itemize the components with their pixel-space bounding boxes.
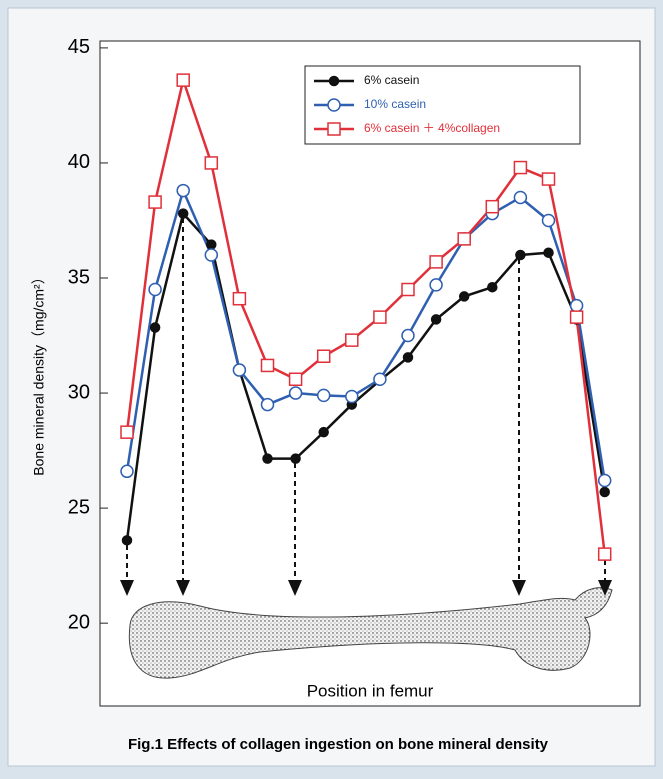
point (204, 248, 219, 262)
point (402, 352, 414, 363)
point (487, 281, 498, 293)
point (148, 195, 162, 209)
point (148, 282, 162, 297)
point (288, 386, 303, 400)
point (262, 453, 273, 464)
y-axis-label: Bone mineral density（mg/cm²） (31, 270, 47, 475)
point (345, 389, 359, 404)
point (569, 298, 584, 313)
point (458, 291, 470, 302)
point (318, 426, 329, 438)
point (232, 363, 247, 377)
point (513, 160, 528, 175)
point (260, 397, 275, 412)
content: 20 25 30 35 40 45 6% casein 10% casein 6% casein… (68, 36, 612, 633)
point (401, 328, 415, 343)
point (176, 73, 190, 87)
arrowhead (598, 580, 612, 596)
point (149, 322, 161, 333)
point (316, 388, 331, 403)
femur-image (128, 587, 613, 679)
point (515, 249, 526, 261)
point (429, 278, 443, 292)
arrowhead (120, 580, 134, 596)
point (599, 486, 610, 498)
legend-label: 6% casein (364, 73, 419, 87)
point (373, 372, 387, 387)
point (327, 98, 341, 112)
point (543, 247, 554, 258)
point (260, 358, 275, 373)
point (121, 535, 133, 546)
y-tick-label: 25 (68, 496, 90, 518)
point (328, 75, 340, 87)
point (485, 199, 500, 214)
point (457, 232, 471, 246)
point (120, 425, 134, 439)
point (120, 464, 134, 479)
point (177, 208, 189, 219)
point (373, 310, 387, 324)
point (204, 156, 219, 170)
point (541, 172, 556, 186)
y-tick-label: 40 (68, 151, 90, 173)
x-axis-label: Position in femur (307, 681, 434, 700)
y-tick-label: 45 (68, 36, 90, 58)
point (232, 291, 247, 306)
point (429, 255, 443, 269)
point (597, 547, 612, 561)
point (176, 183, 190, 198)
arrowheads (120, 580, 612, 596)
point (513, 190, 528, 205)
point (541, 213, 556, 228)
point (316, 349, 331, 363)
point (569, 310, 584, 324)
point (345, 333, 359, 347)
y-tick-label: 30 (68, 381, 90, 403)
plot-area (99, 40, 641, 707)
arrowhead (176, 580, 190, 596)
legend-label: 6% casein ＋ 4%collagen (364, 121, 500, 135)
point (401, 282, 415, 297)
point (430, 314, 442, 325)
point (290, 453, 301, 464)
y-tick-label: 35 (68, 266, 90, 288)
point (206, 239, 217, 250)
point (327, 122, 341, 136)
legend-label: 10% casein (364, 97, 426, 111)
point (288, 372, 303, 387)
y-tick-label: 20 (68, 611, 90, 633)
point (597, 473, 612, 488)
arrowhead (288, 580, 302, 596)
caption: Fig.1 Effects of collagen ingestion on b… (128, 736, 549, 753)
arrowhead (512, 580, 526, 596)
